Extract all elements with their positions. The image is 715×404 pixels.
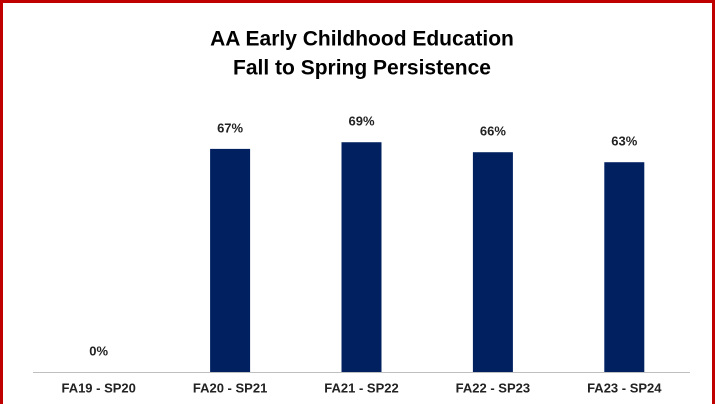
bar <box>341 142 382 372</box>
bar <box>472 152 513 372</box>
x-tick-label: FA19 - SP20 <box>61 380 135 395</box>
x-tick-label: FA20 - SP21 <box>193 380 267 395</box>
data-label: 0% <box>89 343 108 358</box>
chart-title: Fall to Spring Persistence <box>233 57 491 80</box>
data-label: 63% <box>611 134 637 149</box>
bar <box>604 162 645 372</box>
data-label: 66% <box>480 124 506 139</box>
bar <box>210 148 251 372</box>
data-label: 69% <box>348 114 374 129</box>
x-tick-label: FA21 - SP22 <box>324 380 398 395</box>
chart-title: AA Early Childhood Education <box>210 28 514 51</box>
x-tick-label: FA22 - SP23 <box>456 380 530 395</box>
data-label: 67% <box>217 120 243 135</box>
x-tick-label: FA23 - SP24 <box>587 380 662 395</box>
